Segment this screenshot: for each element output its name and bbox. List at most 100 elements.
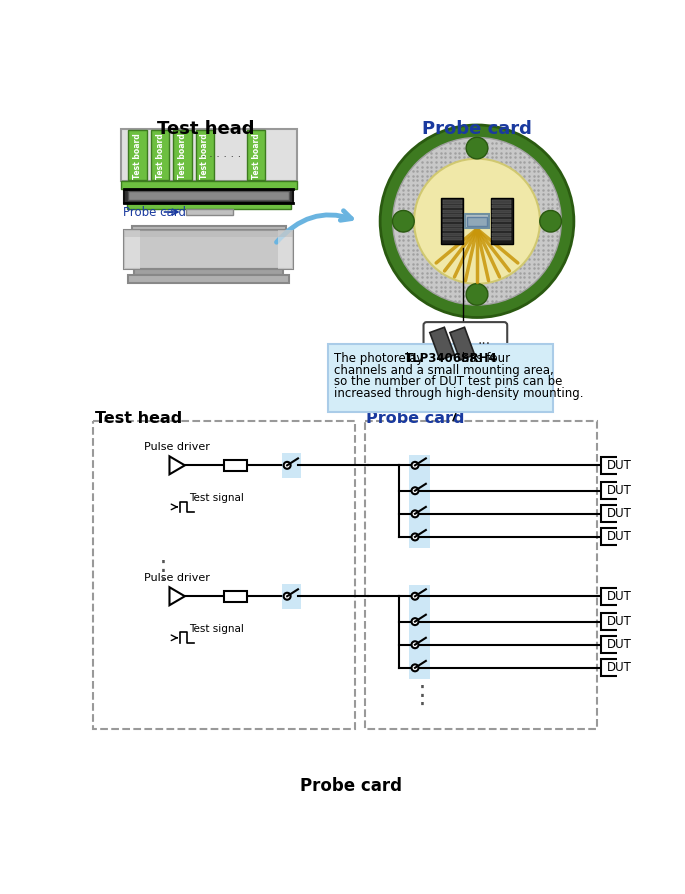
Bar — [601, 528, 636, 545]
Bar — [493, 224, 511, 227]
Text: ⋮: ⋮ — [151, 559, 175, 582]
Polygon shape — [450, 327, 475, 360]
Circle shape — [284, 462, 290, 468]
Circle shape — [412, 534, 419, 540]
Text: increased through high-density mounting.: increased through high-density mounting. — [334, 387, 584, 400]
Polygon shape — [169, 587, 185, 605]
Bar — [443, 232, 462, 236]
Bar — [121, 129, 297, 181]
Text: Test head: Test head — [157, 120, 255, 138]
Text: Test board: Test board — [201, 134, 210, 180]
Circle shape — [393, 138, 561, 305]
Text: DUT: DUT — [606, 638, 632, 651]
Bar — [601, 637, 636, 654]
Text: Test board: Test board — [178, 134, 187, 180]
Text: Test signal: Test signal — [189, 493, 244, 503]
Bar — [493, 205, 511, 208]
Polygon shape — [429, 327, 454, 360]
Bar — [223, 460, 247, 471]
Bar — [121, 181, 297, 189]
Bar — [125, 189, 293, 203]
Bar — [493, 232, 511, 236]
Bar — [443, 219, 462, 222]
Bar — [151, 131, 169, 180]
Bar — [493, 210, 511, 213]
Bar — [328, 344, 553, 412]
Bar — [601, 482, 636, 499]
Bar — [278, 231, 293, 269]
Circle shape — [412, 664, 419, 671]
Bar — [601, 587, 636, 604]
Circle shape — [412, 510, 419, 518]
Text: TLP3406SRH4: TLP3406SRH4 — [405, 352, 498, 365]
Bar — [125, 231, 293, 237]
Text: ···: ··· — [477, 337, 490, 350]
Bar — [443, 215, 462, 217]
Circle shape — [412, 593, 419, 600]
Circle shape — [393, 210, 414, 232]
Circle shape — [412, 487, 419, 494]
Bar — [364, 421, 597, 729]
Bar — [443, 205, 462, 208]
Bar — [601, 457, 636, 474]
Bar — [493, 238, 511, 240]
Bar — [134, 269, 284, 275]
Circle shape — [380, 125, 574, 317]
Bar — [443, 200, 462, 204]
Bar — [409, 454, 430, 548]
Circle shape — [466, 283, 488, 305]
Bar — [128, 191, 290, 200]
Text: Probe card: Probe card — [123, 206, 186, 218]
Bar — [601, 613, 636, 630]
Circle shape — [540, 210, 562, 232]
Text: Probe card: Probe card — [422, 120, 532, 138]
Bar — [443, 228, 462, 232]
Text: DUT: DUT — [606, 459, 632, 472]
Text: Test board: Test board — [133, 134, 142, 180]
Text: has four: has four — [458, 352, 510, 365]
Bar — [493, 219, 511, 222]
Bar — [491, 198, 512, 244]
Bar — [601, 660, 636, 676]
Bar — [93, 421, 356, 729]
Bar — [467, 216, 487, 226]
Text: Test board: Test board — [251, 134, 260, 180]
Bar — [493, 228, 511, 232]
Bar — [247, 131, 265, 180]
Bar — [223, 591, 247, 602]
Bar — [443, 210, 462, 213]
Text: DUT: DUT — [606, 615, 632, 628]
Bar — [186, 209, 233, 215]
Text: DUT: DUT — [606, 530, 632, 544]
Text: Pulse driver: Pulse driver — [144, 573, 210, 583]
Text: ⋮: ⋮ — [410, 684, 435, 708]
Bar — [127, 203, 291, 209]
Polygon shape — [169, 456, 185, 475]
Circle shape — [412, 618, 419, 625]
Circle shape — [466, 138, 488, 159]
Text: Test signal: Test signal — [189, 624, 244, 634]
Text: Test board: Test board — [155, 134, 164, 180]
Bar — [409, 586, 430, 679]
Circle shape — [412, 641, 419, 648]
FancyBboxPatch shape — [423, 322, 507, 366]
Text: DUT: DUT — [606, 485, 632, 497]
Bar — [443, 238, 462, 240]
Bar — [173, 131, 192, 180]
Bar — [493, 215, 511, 217]
Circle shape — [412, 462, 419, 468]
Text: DUT: DUT — [606, 662, 632, 674]
Circle shape — [284, 593, 290, 600]
Text: Probe card: Probe card — [366, 411, 464, 426]
Circle shape — [414, 158, 540, 283]
Text: The photorelay: The photorelay — [334, 352, 427, 365]
Text: Probe card: Probe card — [299, 777, 401, 795]
Bar — [125, 231, 293, 269]
Bar — [282, 453, 301, 477]
Bar — [282, 584, 301, 609]
Text: DUT: DUT — [606, 507, 632, 520]
Bar — [601, 505, 636, 522]
Bar — [443, 224, 462, 227]
Bar — [464, 215, 489, 228]
Text: Test head: Test head — [95, 411, 182, 426]
